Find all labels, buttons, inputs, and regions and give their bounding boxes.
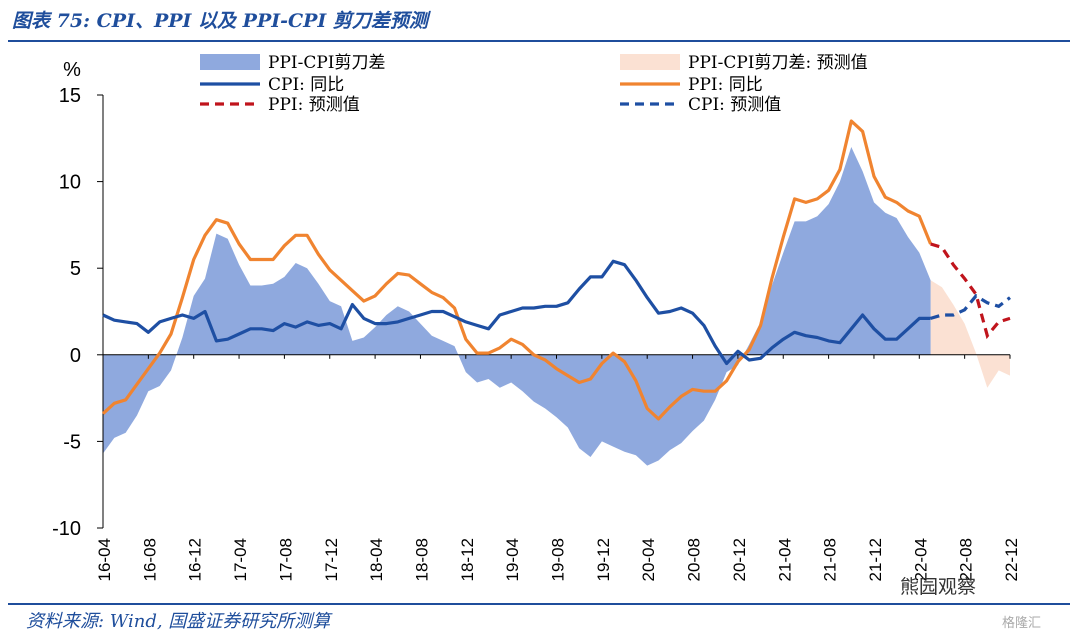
gap-area xyxy=(103,147,931,466)
x-tick-label: 17-12 xyxy=(322,538,341,581)
legend-swatch-gap_f xyxy=(620,54,680,70)
title-rule xyxy=(8,40,1070,42)
legend-label-ppi: PPI: 同比 xyxy=(688,75,763,95)
y-tick-label: 15 xyxy=(59,85,81,107)
x-tick-label: 17-08 xyxy=(276,538,295,581)
y-tick-label: 0 xyxy=(70,345,81,367)
y-tick-label: 10 xyxy=(59,172,81,194)
source-rule xyxy=(8,603,1070,605)
x-tick-label: 22-12 xyxy=(1002,538,1021,581)
x-tick-label: 22-08 xyxy=(957,538,976,581)
chart-title: 图表 75: CPI、PPI 以及 PPI-CPI 剪刀差预测 xyxy=(12,10,428,32)
legend-label-ppi_f: PPI: 预测值 xyxy=(268,95,360,115)
x-tick-label: 22-04 xyxy=(911,538,930,581)
x-tick-label: 19-04 xyxy=(503,538,522,581)
cpi-forecast-line xyxy=(930,293,1011,320)
ppi-line xyxy=(101,119,933,421)
x-tick-label: 21-04 xyxy=(775,538,794,581)
forecast-gap-area xyxy=(930,280,1010,388)
x-tick-label: 18-04 xyxy=(367,538,386,581)
y-axis-label: % xyxy=(63,59,81,81)
x-tick-label: 16-08 xyxy=(140,538,159,581)
legend-swatch-gap xyxy=(200,54,260,70)
ppi-forecast-line xyxy=(930,242,1011,340)
cpi-line xyxy=(102,259,931,366)
source-note: 资料来源: Wind, 国盛证券研究所测算 xyxy=(26,611,331,632)
x-tick-label: 20-12 xyxy=(730,538,749,581)
y-tick-label: -5 xyxy=(63,431,81,453)
x-tick-label: 20-08 xyxy=(685,538,704,581)
legend-label-gap: PPI-CPI剪刀差 xyxy=(268,53,386,73)
x-tick-label: 18-12 xyxy=(458,538,477,581)
x-tick-label: 20-04 xyxy=(639,538,658,581)
x-tick-label: 21-12 xyxy=(866,538,885,581)
y-tick-label: 5 xyxy=(70,258,81,280)
x-tick-label: 16-04 xyxy=(95,538,114,581)
x-tick-label: 19-12 xyxy=(594,538,613,581)
watermark-corner: 格隆汇 xyxy=(1002,616,1042,631)
legend-label-cpi_f: CPI: 预测值 xyxy=(688,95,781,115)
x-tick-label: 16-12 xyxy=(186,538,205,581)
x-tick-label: 19-08 xyxy=(549,538,568,581)
x-tick-label: 18-08 xyxy=(412,538,431,581)
legend-label-cpi: CPI: 同比 xyxy=(268,75,344,95)
legend-label-gap_f: PPI-CPI剪刀差: 预测值 xyxy=(688,53,868,73)
watermark-logo: 熊园观察 xyxy=(900,576,977,598)
x-tick-label: 17-04 xyxy=(231,538,250,581)
x-tick-label: 21-08 xyxy=(821,538,840,581)
y-tick-label: -10 xyxy=(52,518,81,540)
